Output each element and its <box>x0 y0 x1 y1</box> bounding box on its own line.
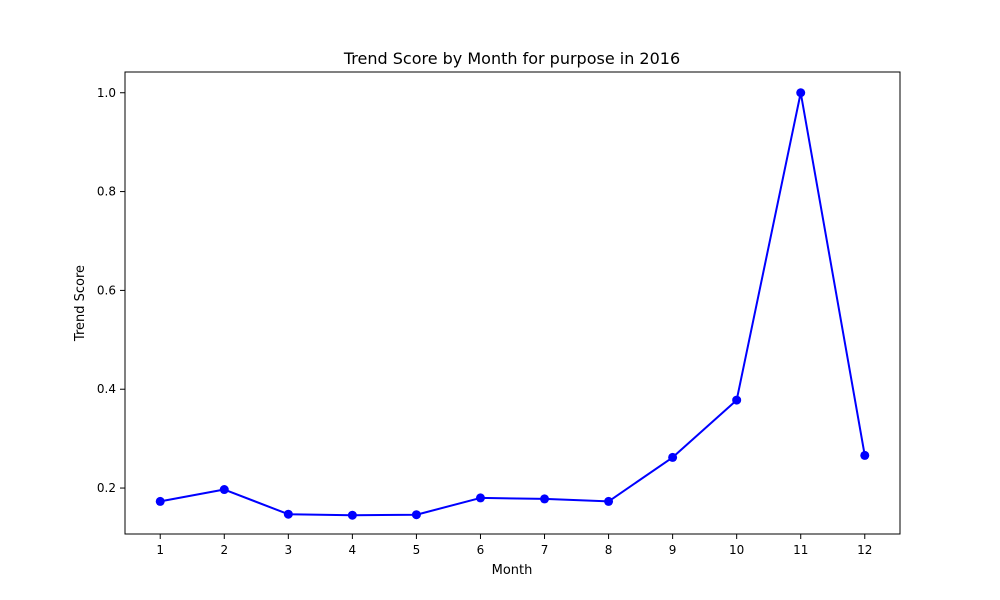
data-point <box>668 452 678 462</box>
y-tick-label: 0.4 <box>97 382 116 396</box>
x-tick-label: 8 <box>605 543 613 557</box>
data-point <box>219 485 229 495</box>
x-tick-label: 2 <box>220 543 228 557</box>
data-point <box>411 510 421 520</box>
chart-title: Trend Score by Month for purpose in 2016 <box>343 49 680 68</box>
x-tick-label: 7 <box>541 543 549 557</box>
x-tick-label: 10 <box>729 543 744 557</box>
x-tick-label: 4 <box>349 543 357 557</box>
x-tick-label: 11 <box>793 543 808 557</box>
data-point <box>283 509 293 519</box>
y-tick-label: 0.6 <box>97 283 116 297</box>
x-tick-label: 3 <box>285 543 293 557</box>
plot-area-frame <box>124 71 901 535</box>
x-tick-label: 6 <box>477 543 485 557</box>
x-axis-label: Month <box>492 563 533 578</box>
x-tick-label: 9 <box>669 543 677 557</box>
data-point <box>475 493 485 503</box>
data-point <box>155 496 165 506</box>
x-tick-label: 5 <box>413 543 421 557</box>
data-point <box>347 510 357 520</box>
y-axis-label: Trend Score <box>73 265 88 342</box>
series-line <box>160 91 866 517</box>
y-tick-label: 0.8 <box>97 185 116 199</box>
y-tick-label: 0.2 <box>97 481 116 495</box>
data-point <box>732 395 742 405</box>
data-point <box>540 494 550 504</box>
x-tick-label: 1 <box>156 543 164 557</box>
x-tick-label: 12 <box>857 543 872 557</box>
data-point <box>860 450 870 460</box>
data-point <box>796 88 806 98</box>
y-tick-label: 1.0 <box>97 86 116 100</box>
data-point <box>604 496 614 506</box>
